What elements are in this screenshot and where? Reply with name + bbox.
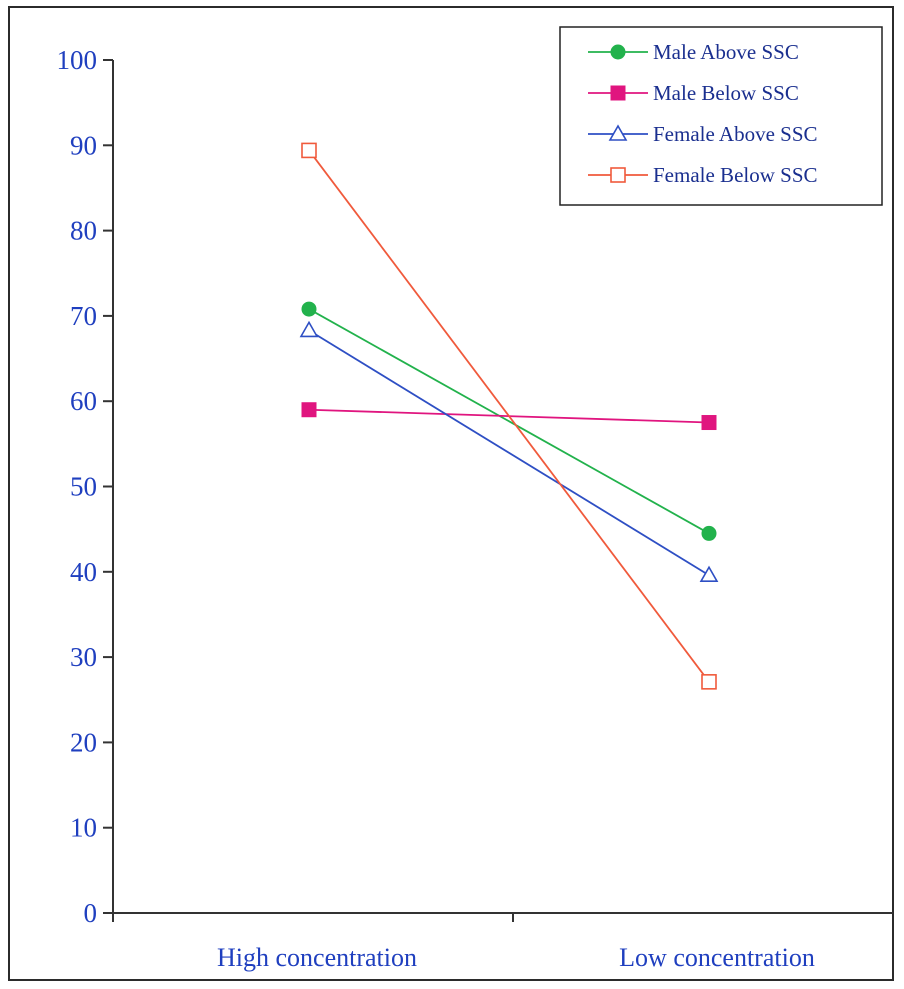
y-tick-label: 100	[57, 45, 98, 75]
y-tick-label: 40	[70, 557, 97, 587]
y-tick-label: 70	[70, 301, 97, 331]
legend-label: Female Above SSC	[653, 122, 818, 146]
legend-marker	[610, 167, 626, 183]
y-axis: 0 10 20 30 40 50 60 70 80 90 100	[57, 45, 114, 928]
data-point	[301, 142, 317, 159]
series-female-below-ssc	[301, 142, 717, 690]
series-line	[308, 308, 710, 535]
series-line	[308, 149, 710, 683]
data-point	[701, 674, 717, 690]
legend-marker	[610, 44, 626, 60]
series-line	[308, 329, 710, 576]
legend-item: Female Below SSC	[588, 163, 818, 187]
y-tick-label: 20	[70, 727, 97, 757]
data-point	[699, 565, 719, 583]
y-tick-label: 50	[70, 472, 97, 502]
y-tick-label: 10	[70, 813, 97, 843]
legend-label: Female Below SSC	[653, 163, 818, 187]
legend-item: Male Below SSC	[588, 81, 799, 105]
series-male-above-ssc	[301, 301, 717, 541]
legend-label: Male Above SSC	[653, 40, 799, 64]
x-category-label: High concentration	[217, 943, 417, 972]
legend-marker	[608, 124, 628, 141]
data-point	[299, 320, 319, 338]
x-axis: High concentration Low concentration	[112, 912, 893, 972]
legend-item: Female Above SSC	[588, 122, 818, 146]
y-tick-label: 80	[70, 216, 97, 246]
data-point	[701, 415, 717, 431]
y-tick-label: 60	[70, 386, 97, 416]
data-point	[301, 301, 317, 317]
y-tick-label: 30	[70, 642, 97, 672]
data-point	[701, 525, 717, 541]
y-tick-label: 0	[84, 898, 98, 928]
y-tick-label: 90	[70, 130, 97, 160]
legend-marker	[610, 85, 626, 101]
legend-label: Male Below SSC	[653, 81, 799, 105]
series-layer	[299, 142, 719, 690]
x-category-label: Low concentration	[619, 943, 815, 972]
data-point	[301, 402, 317, 418]
series-female-above-ssc	[299, 320, 719, 583]
legend-item: Male Above SSC	[588, 40, 799, 64]
legend: Male Above SSC Male Below SSC Female Above…	[559, 26, 883, 206]
